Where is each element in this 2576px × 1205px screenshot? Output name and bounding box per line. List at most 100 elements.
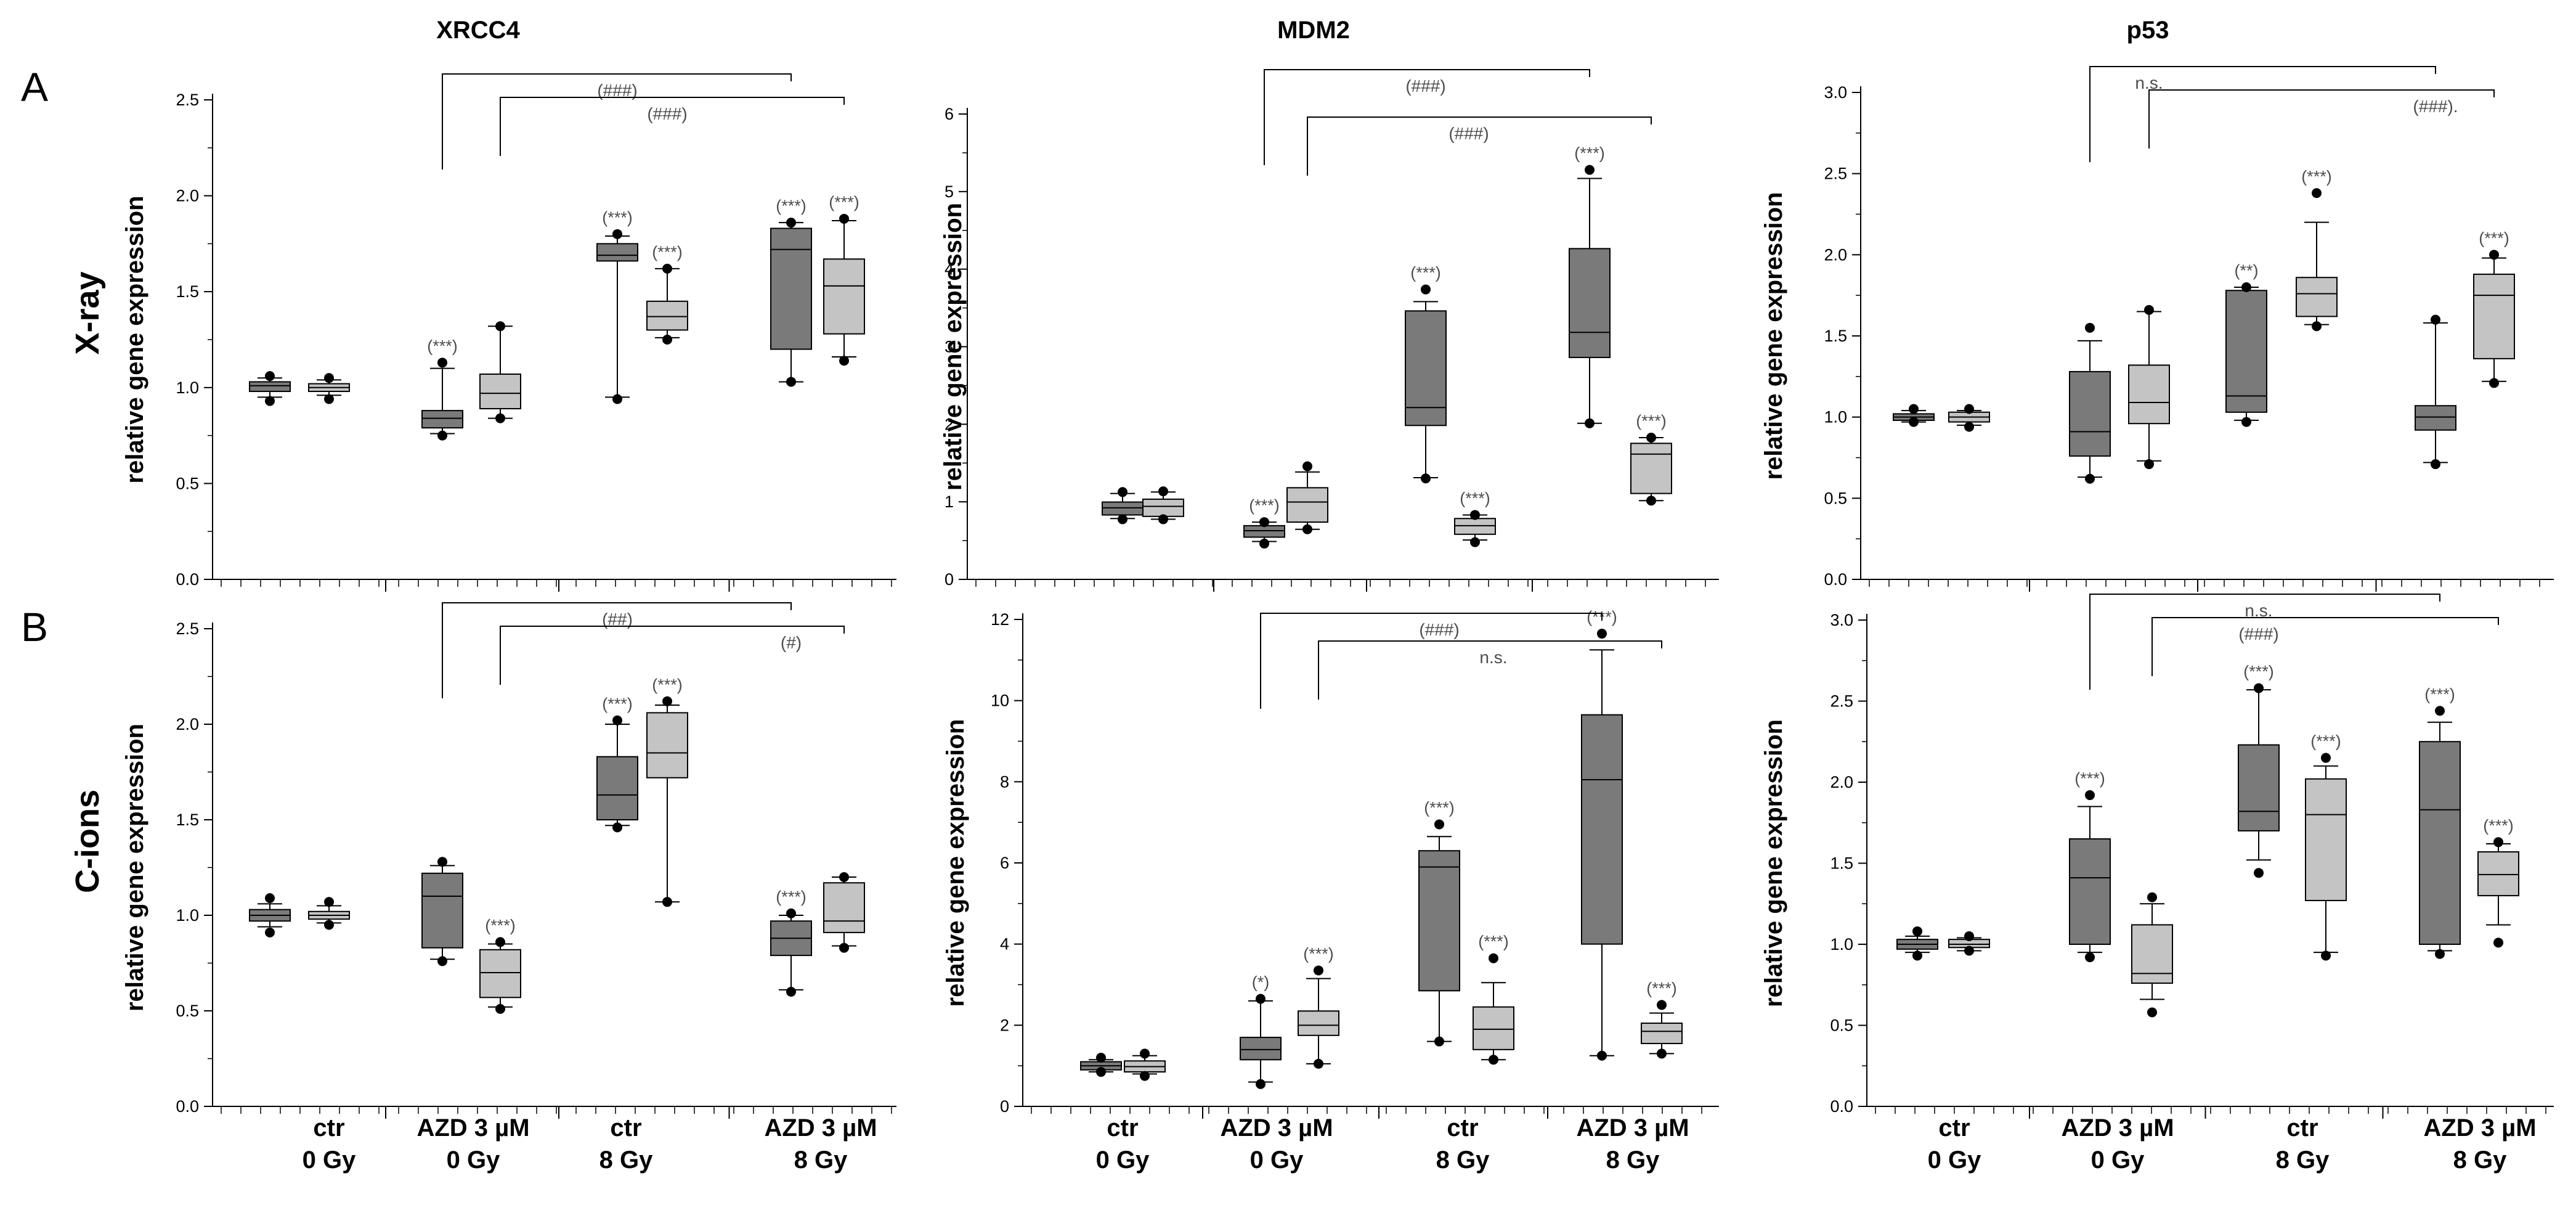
x-category-4-line1: AZD 3 µM bbox=[2423, 1114, 2536, 1142]
y-axis-label: relative gene expression bbox=[121, 724, 148, 1011]
significance-annotation: (***) bbox=[1636, 412, 1667, 430]
outlier-point bbox=[1489, 1055, 1498, 1065]
comparison-bracket-2: (###) bbox=[500, 97, 845, 156]
box-iqr bbox=[2477, 851, 2519, 897]
outlier-point bbox=[1158, 486, 1168, 497]
outlier-point bbox=[265, 927, 275, 937]
outlier-point bbox=[495, 937, 505, 947]
outlier-point bbox=[1912, 950, 1922, 961]
box-iqr bbox=[2305, 778, 2347, 901]
significance-annotation: (***) bbox=[2310, 732, 2341, 751]
box-iqr bbox=[1102, 501, 1144, 516]
box-dark-group-1 bbox=[1896, 926, 1938, 961]
outlier-point bbox=[1470, 537, 1480, 547]
y-tick-label: 2.5 bbox=[176, 91, 199, 109]
box-iqr bbox=[596, 243, 638, 262]
outlier-point bbox=[1421, 473, 1431, 484]
box-iqr bbox=[2225, 290, 2267, 413]
box-dark-group-4: (***) bbox=[2419, 685, 2461, 959]
y-tick-label: 0.5 bbox=[1830, 1016, 1853, 1035]
box-dark-group-3: (***) bbox=[1405, 264, 1447, 484]
y-tick-label: 3.0 bbox=[1830, 611, 1853, 629]
y-tick-label: 1 bbox=[945, 492, 954, 511]
box-iqr bbox=[823, 882, 865, 933]
outlier-point bbox=[265, 396, 275, 406]
x-category-1-line1: ctr bbox=[313, 1114, 344, 1142]
y-tick-label: 10 bbox=[991, 692, 1009, 710]
outlier-point bbox=[437, 357, 447, 368]
y-tick-label: 0 bbox=[945, 570, 954, 589]
significance-annotation: (***) bbox=[2301, 167, 2332, 186]
box-iqr bbox=[2415, 405, 2456, 431]
box-light-group-3: (***) bbox=[646, 676, 688, 907]
box-light-group-4 bbox=[823, 872, 865, 953]
outlier-point bbox=[2493, 937, 2503, 948]
x-category-1-line1: ctr bbox=[1938, 1114, 1970, 1142]
column-title-p53: p53 bbox=[2127, 17, 2169, 44]
box-light-group-1 bbox=[1948, 931, 1990, 956]
x-category-2-line1: AZD 3 µM bbox=[416, 1114, 529, 1142]
box-light-group-1 bbox=[308, 373, 350, 404]
box-dark-group-4: (***) bbox=[770, 888, 812, 997]
box-iqr bbox=[2473, 273, 2515, 359]
significance-annotation: (***) bbox=[427, 337, 458, 355]
outlier-point bbox=[2312, 321, 2322, 332]
y-tick-label: 1.0 bbox=[1824, 408, 1847, 427]
outlier-point bbox=[324, 373, 334, 383]
box-iqr bbox=[1569, 248, 1611, 358]
outlier-point bbox=[437, 857, 447, 867]
bracket-label: (#) bbox=[781, 633, 802, 652]
bracket-label: n.s. bbox=[2245, 601, 2272, 620]
box-iqr bbox=[479, 949, 521, 999]
box-iqr bbox=[1298, 1010, 1339, 1036]
comparison-bracket-1: (##) bbox=[442, 602, 792, 698]
significance-annotation: (***) bbox=[485, 916, 516, 934]
box-dark-group-1 bbox=[1080, 1053, 1122, 1077]
outlier-point bbox=[1259, 517, 1269, 528]
outlier-point bbox=[662, 696, 672, 706]
box-light-group-3: (***) bbox=[2296, 167, 2338, 332]
y-tick-label: 1.0 bbox=[176, 906, 199, 925]
panel-label-b: B bbox=[21, 604, 48, 650]
box-iqr bbox=[1581, 714, 1623, 945]
x-category-2-line1: AZD 3 µM bbox=[1220, 1114, 1333, 1142]
plot-xray-p53: 0.0 0.5 1.0 1.5 2.0 2.5 3.0 relative gene expre… bbox=[1760, 66, 2554, 592]
significance-annotation: (***) bbox=[1424, 798, 1455, 817]
comparison-bracket-1: n.s. bbox=[2089, 594, 2440, 690]
box-iqr bbox=[770, 227, 812, 350]
box-iqr bbox=[1473, 1006, 1514, 1050]
box-light-group-2: (***) bbox=[1298, 944, 1339, 1069]
y-axis-label: relative gene expression bbox=[940, 203, 967, 491]
box-light-group-4: (***) bbox=[2477, 816, 2519, 948]
bracket-line bbox=[2089, 594, 2440, 690]
outlier-point bbox=[2321, 753, 2331, 763]
outlier-point bbox=[2241, 282, 2251, 292]
box-dark-group-1 bbox=[249, 371, 291, 406]
box-iqr bbox=[2069, 370, 2111, 457]
bracket-label: (###) bbox=[597, 81, 637, 100]
bracket-label: (###). bbox=[2413, 97, 2458, 116]
outlier-point bbox=[662, 335, 672, 345]
outlier-point bbox=[2321, 950, 2331, 961]
outlier-point bbox=[2085, 322, 2095, 333]
box-iqr bbox=[1286, 487, 1328, 523]
y-tick-label: 6 bbox=[1000, 854, 1009, 872]
comparison-bracket-2: (###) bbox=[1307, 116, 1652, 176]
box-dark-group-4 bbox=[2415, 314, 2456, 470]
plot-cions-xrcc4: 0.0 0.5 1.0 1.5 2.0 2.5 relative gene expressi… bbox=[121, 602, 896, 1119]
box-iqr bbox=[1630, 443, 1672, 494]
outlier-point bbox=[1421, 284, 1431, 295]
box-iqr bbox=[2419, 741, 2461, 945]
x-category-labels: ctr 0 Gy AZD 3 µM 0 Gy ctr 8 Gy AZD 3 µM… bbox=[303, 1114, 2537, 1174]
significance-annotation: (***) bbox=[1460, 489, 1490, 507]
box-dark-group-4: (***) bbox=[770, 197, 812, 387]
outlier-point bbox=[1470, 510, 1480, 520]
y-tick-label: 2 bbox=[945, 415, 954, 433]
outlier-point bbox=[839, 942, 849, 953]
x-category-1-line2: 0 Gy bbox=[1096, 1146, 1150, 1174]
significance-annotation: (***) bbox=[2479, 229, 2509, 247]
outlier-point bbox=[1912, 926, 1922, 936]
y-tick-label: 0.5 bbox=[176, 474, 199, 492]
box-light-group-4: (***) bbox=[1641, 979, 1683, 1059]
box-light-group-3: (***) bbox=[646, 243, 688, 345]
